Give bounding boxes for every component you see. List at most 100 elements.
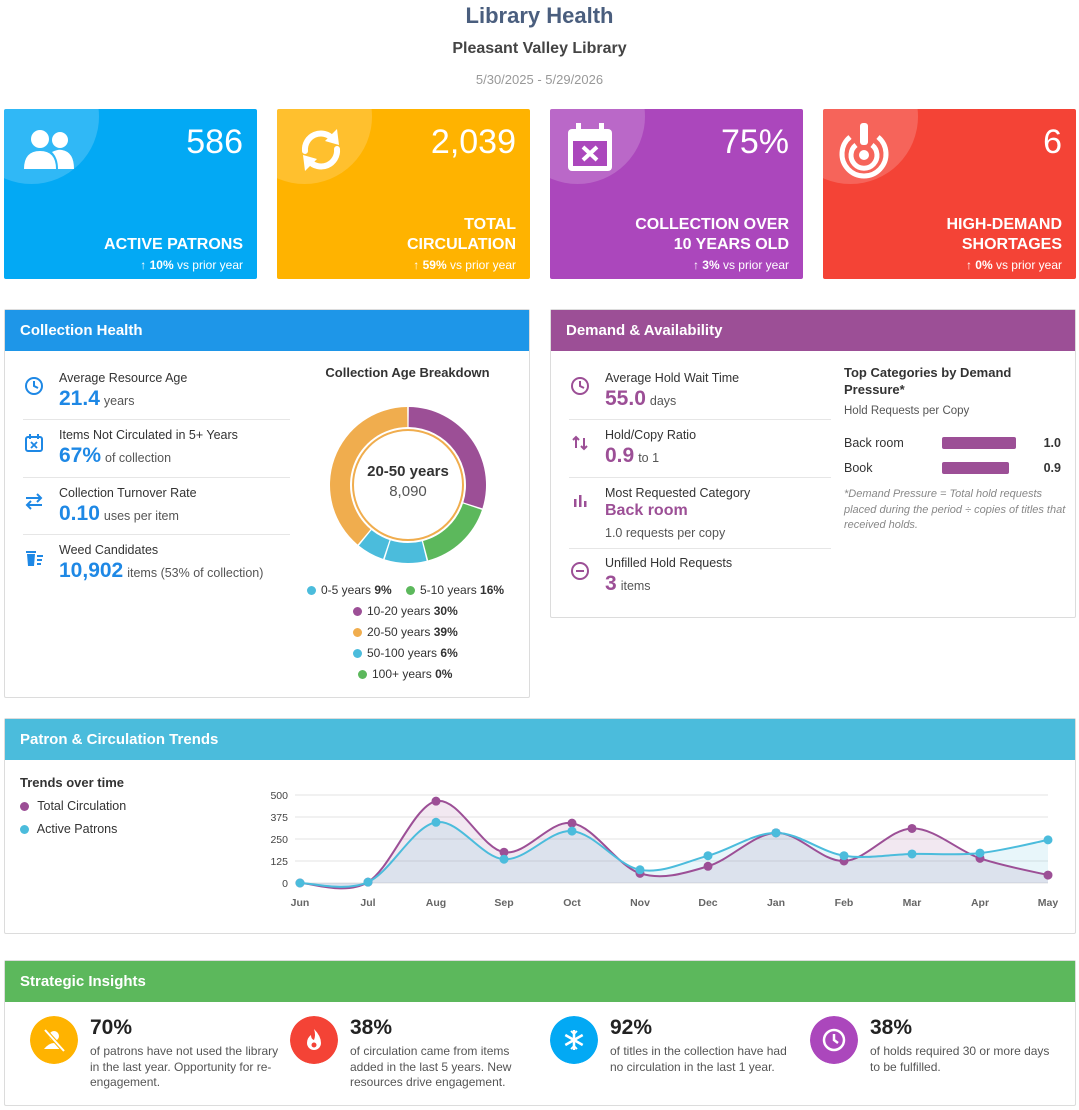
x-tick-label: Jul (360, 897, 375, 909)
library-name: Pleasant Valley Library (452, 40, 627, 57)
metric-unit: 1.0 requests per copy (605, 526, 726, 540)
insight-percent: 92% (610, 1016, 653, 1039)
kpi-label: HIGH-DEMAND SHORTAGES (946, 216, 1062, 253)
metric-unit: uses per item (103, 509, 179, 523)
alert-target-icon (839, 123, 889, 179)
people-icon (24, 130, 74, 169)
data-point[interactable] (975, 848, 985, 858)
clock-icon (810, 1016, 858, 1064)
metric-unit: of collection (105, 451, 172, 465)
minus-circle-icon (571, 562, 589, 580)
x-tick-label: Aug (426, 897, 446, 909)
data-point[interactable] (295, 878, 305, 888)
legend-active-patrons: Active Patrons (20, 822, 117, 836)
metric-label: Weed Candidates (59, 543, 159, 557)
metric-label: Hold/Copy Ratio (605, 428, 697, 442)
category-bar (942, 462, 1009, 474)
data-point[interactable] (363, 877, 373, 887)
kpi-label: ACTIVE PATRONS (104, 236, 243, 253)
metric-value: 3 (605, 572, 617, 595)
donut-segment[interactable] (330, 407, 408, 545)
bar-chart-icon (574, 495, 587, 507)
metric-label: Most Requested Category (605, 486, 751, 500)
kpi-value: 75% (720, 123, 789, 161)
donut-center-label: 20-50 years (367, 463, 449, 480)
top-categories-subtitle: Hold Requests per Copy (844, 405, 970, 417)
donut-segment[interactable] (384, 540, 427, 563)
metric-unit: items (620, 579, 651, 593)
data-point[interactable] (703, 851, 713, 861)
category-name: Book (844, 461, 873, 475)
metric-unit: to 1 (638, 451, 660, 465)
data-point[interactable] (431, 817, 441, 827)
insight-text: of patrons have not used the library in … (90, 1044, 279, 1089)
clock-icon (25, 377, 43, 395)
y-tick-label: 375 (270, 812, 288, 824)
data-point[interactable] (431, 796, 441, 806)
insight-percent: 38% (870, 1016, 913, 1039)
legend-item: 5-10 years 16% (406, 583, 504, 597)
data-point[interactable] (499, 854, 509, 864)
metric-unit: days (649, 394, 677, 408)
collection-age-donut (330, 407, 486, 563)
legend-item: 10-20 years 30% (353, 604, 458, 618)
data-point[interactable] (1043, 870, 1053, 880)
kpi-change: ↑ 3% vs prior year (692, 258, 789, 272)
series-area (300, 800, 1048, 889)
insight-percent: 38% (350, 1016, 393, 1039)
kpi-label: TOTAL CIRCULATION (406, 216, 516, 253)
metric-label: Average Resource Age (59, 371, 188, 385)
insights-panel: Strategic Insights (4, 960, 1076, 1106)
panel-title: Demand & Availability (551, 310, 1075, 351)
panel-title: Patron & Circulation Trends (5, 719, 1075, 760)
data-point[interactable] (499, 847, 509, 857)
insight-text: of titles in the collection have had no … (610, 1044, 787, 1074)
user-off-icon (30, 1016, 78, 1064)
data-point[interactable] (567, 826, 577, 836)
donut-segment[interactable] (358, 530, 390, 559)
clock-icon (571, 377, 589, 395)
kpi-value: 586 (186, 123, 243, 161)
x-tick-label: Apr (971, 897, 989, 909)
metric-value: 10,902 (59, 559, 124, 582)
data-point[interactable] (771, 828, 781, 838)
insight-percent: 70% (90, 1016, 133, 1039)
metric-label: Items Not Circulated in 5+ Years (59, 428, 238, 442)
y-tick-label: 0 (282, 878, 288, 890)
data-point[interactable] (907, 823, 917, 833)
data-point[interactable] (635, 865, 645, 875)
donut-title: Collection Age Breakdown (325, 365, 490, 380)
legend-item: 100+ years 0% (358, 667, 452, 681)
donut-segment[interactable] (408, 407, 486, 509)
trend-chart: 0 125 250 375 500 Jun Jul Aug Sep Oct Nov Dec Jan Feb… (270, 790, 1058, 909)
data-point[interactable] (703, 861, 713, 871)
data-point[interactable] (1043, 835, 1053, 845)
calendar-x-icon (25, 434, 43, 452)
date-range: 5/30/2025 - 5/29/2026 (475, 72, 604, 87)
calendar-x-icon (568, 123, 612, 171)
insight-text: of circulation came from items added in … (350, 1044, 512, 1089)
swap-arrows-icon (25, 493, 43, 510)
x-tick-label: Oct (563, 897, 581, 909)
metric-value: 55.0 (605, 387, 646, 410)
x-tick-label: Jan (767, 897, 785, 909)
metric-value: Back room (605, 502, 688, 519)
metric-label: Average Hold Wait Time (605, 371, 740, 385)
category-row: Book 0.9 (844, 460, 1064, 476)
legend-item: 0-5 years 9% (307, 583, 392, 597)
data-point[interactable] (839, 851, 849, 861)
page-title: Library Health (465, 3, 614, 28)
data-point[interactable] (907, 849, 917, 859)
flame-icon (290, 1016, 338, 1064)
y-tick-label: 250 (270, 834, 288, 846)
refresh-icon (301, 129, 341, 171)
y-tick-label: 125 (270, 856, 288, 868)
y-tick-label: 500 (270, 790, 288, 802)
data-point[interactable] (567, 818, 577, 828)
collection-health-panel: Collection Health Average Resource Age 2… (4, 309, 530, 698)
donut-segment[interactable] (423, 503, 482, 561)
x-tick-label: Dec (698, 897, 717, 909)
x-tick-label: Mar (903, 897, 922, 909)
metric-value: 0.10 (59, 502, 100, 525)
top-categories-title: Top Categories by Demand Pressure* (844, 365, 1012, 397)
